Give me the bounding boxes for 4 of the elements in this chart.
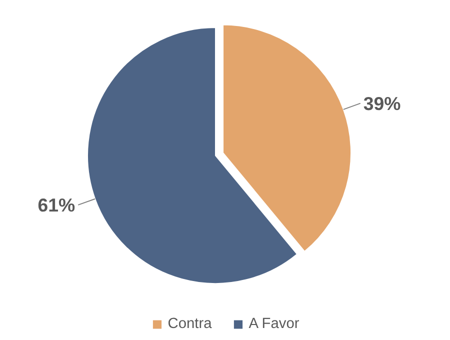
data-label: 61% — [38, 194, 76, 216]
data-label: 39% — [363, 92, 402, 114]
legend-label: A Favor — [248, 316, 300, 332]
legend-label: Contra — [168, 316, 212, 332]
